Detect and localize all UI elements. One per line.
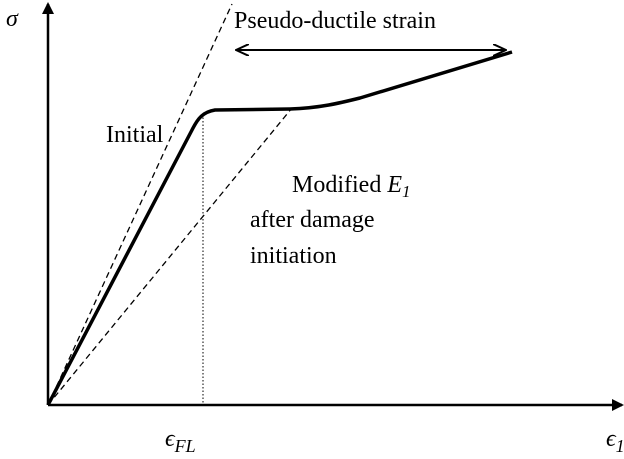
modified-text: Modified — [292, 172, 381, 198]
initial-modulus-line — [47, 3, 233, 406]
modified-symbol: E — [386, 172, 402, 198]
x-mark-label: ϵFL — [165, 426, 196, 456]
modified-label: Modified E1 — [292, 172, 411, 201]
stress-strain-curve — [46, 50, 513, 406]
after-label-line-1: after damage — [250, 207, 375, 233]
modified-subscript: 1 — [402, 182, 411, 201]
pseudo-ductile-label: Pseudo-ductile strain — [234, 8, 436, 34]
x-axis-label: ϵ1 — [606, 426, 624, 456]
x-axis-symbol: ϵ — [606, 426, 617, 452]
x-axis-subscript: 1 — [616, 436, 624, 456]
modified-modulus-line — [47, 107, 293, 406]
x-mark-symbol: ϵ — [165, 426, 176, 452]
after-label-line-2: initiation — [250, 243, 337, 269]
x-mark-subscript: FL — [174, 436, 196, 456]
y-axis-label: σ — [6, 6, 19, 32]
initial-label: Initial — [106, 122, 164, 148]
